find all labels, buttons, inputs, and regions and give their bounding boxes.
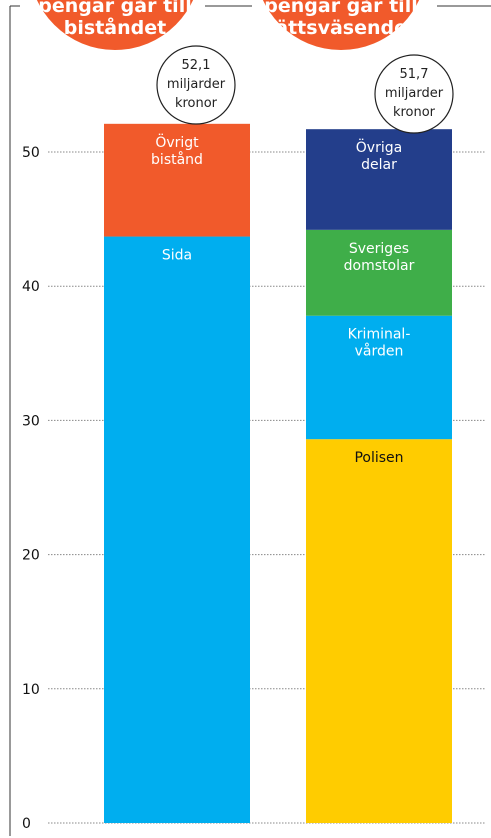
total-bubble: 51,7 miljarder kronor — [374, 54, 454, 134]
total-label: kronor — [175, 96, 218, 111]
bar-segment — [104, 236, 250, 823]
segment-label: Kriminal- — [348, 327, 411, 343]
bar-segment — [104, 123, 250, 237]
total-bubble-circle — [156, 45, 236, 125]
total-label: 51,7 — [400, 67, 429, 82]
total-label: kronor — [393, 105, 436, 120]
bar-title-text: pengar går till — [264, 0, 417, 17]
y-axis-ticks: 0 10 20 30 40 50 — [22, 145, 40, 832]
bar-title-text: rättsväsendet — [266, 17, 416, 39]
chart-frame — [9, 5, 491, 836]
bar-segment — [306, 439, 452, 823]
segment-label: Sida — [162, 248, 192, 264]
segment-label: delar — [361, 157, 397, 173]
segment-label: domstolar — [344, 258, 415, 274]
bar-title-text: pengar går till — [38, 0, 191, 17]
total-bubbles: 52,1 miljarder kronor 51,7 miljarder kronor — [156, 45, 454, 134]
segment-label: Övrigt — [155, 133, 199, 151]
y-tick-label: 40 — [22, 279, 40, 295]
y-tick-label: 30 — [22, 413, 40, 429]
y-tick-label: 0 — [22, 816, 31, 832]
total-label: 52,1 — [182, 58, 211, 73]
title-badge-circle — [262, 0, 420, 50]
total-label: miljarder — [167, 77, 226, 92]
total-label: miljarder — [385, 86, 444, 101]
bar-title-text: biståndet — [64, 15, 166, 39]
title-badge-circle — [36, 0, 194, 50]
bar-segment — [306, 229, 452, 316]
y-tick-label: 50 — [22, 145, 40, 161]
segment-label: bistånd — [151, 151, 203, 168]
bar-segment — [306, 315, 452, 440]
y-tick-label: 20 — [22, 548, 40, 564]
total-bubble: 52,1 miljarder kronor — [156, 45, 236, 125]
total-bubble-circle — [374, 54, 454, 134]
bar-segment — [306, 129, 452, 230]
segment-label: Övriga — [356, 138, 402, 156]
y-tick-label: 10 — [22, 682, 40, 698]
segment-label: Polisen — [354, 450, 403, 466]
segment-label: Sveriges — [349, 241, 409, 257]
segment-label: vården — [355, 343, 404, 360]
